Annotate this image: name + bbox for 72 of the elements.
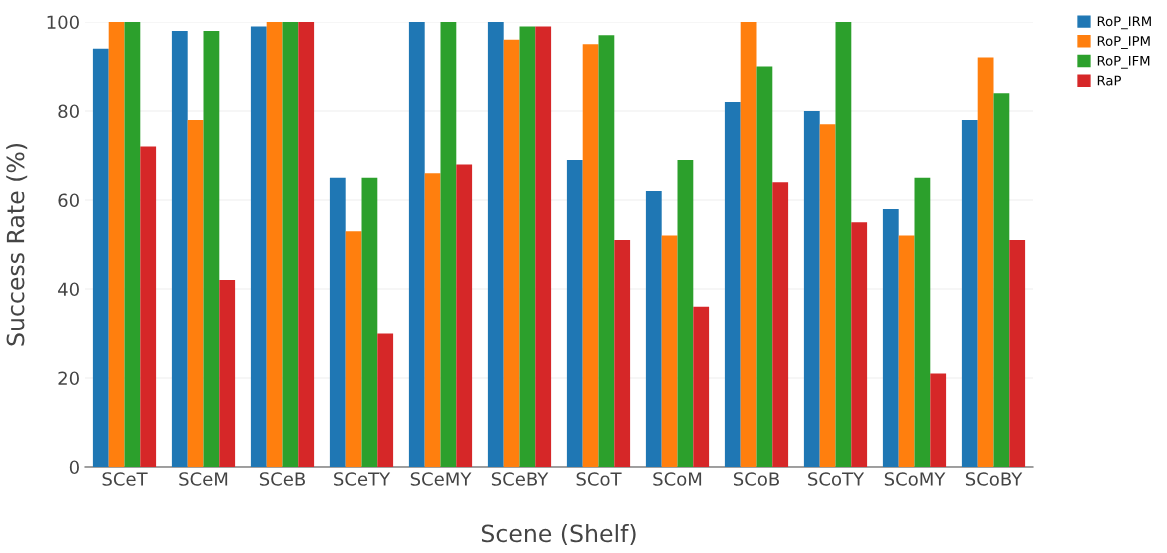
legend-label: RoP_IPM: [1097, 36, 1150, 49]
bar: [930, 373, 947, 467]
bar: [803, 111, 820, 467]
x-tick-label: SCoB: [733, 472, 779, 486]
x-axis-title: Scene (Shelf): [481, 524, 636, 546]
bar: [614, 240, 631, 467]
x-tick-label: SCoMY: [884, 472, 946, 486]
bar: [424, 173, 441, 467]
bar: [219, 280, 236, 467]
bar: [693, 306, 710, 467]
bar: [598, 35, 615, 467]
x-tick-label: SCeMY: [410, 472, 472, 486]
bar: [519, 26, 536, 467]
x-tick-label: SCeM: [179, 472, 228, 486]
x-tick-label: SCoM: [653, 472, 702, 486]
y-tick-label: 100: [47, 15, 79, 30]
bar: [914, 177, 931, 467]
bar: [503, 39, 520, 467]
legend-label: RaP: [1097, 75, 1121, 86]
y-tick-label: 20: [58, 371, 79, 386]
bar: [377, 333, 394, 467]
y-tick-label: 40: [58, 282, 79, 297]
x-tick-label: SCeT: [102, 472, 148, 486]
legend-label: RoP_IFM: [1097, 55, 1150, 69]
x-tick-label: SCoT: [576, 472, 622, 486]
bar: [140, 146, 157, 467]
bar: [266, 22, 283, 467]
bar: [661, 235, 678, 467]
bar: [171, 30, 188, 467]
bar: [124, 22, 141, 467]
bar: [345, 231, 362, 467]
bar: [898, 235, 915, 467]
bar: [282, 22, 299, 467]
y-axis-title: Success Rate (%): [6, 144, 28, 346]
bar: [835, 22, 852, 467]
bar: [187, 119, 204, 467]
bar: [677, 159, 694, 467]
y-tick-label: 60: [58, 193, 79, 208]
legend-label: RoP_IRM: [1097, 16, 1151, 30]
bar: [882, 208, 899, 467]
bar: [582, 44, 599, 467]
x-tick-label: SCeTY: [334, 472, 391, 486]
bar: [772, 182, 789, 467]
x-tick-label: SCoTY: [808, 472, 865, 486]
bar: [203, 30, 220, 467]
bar: [851, 222, 868, 467]
bar: [724, 102, 741, 467]
bar: [961, 119, 978, 467]
bar: [819, 124, 836, 467]
bar: [566, 159, 583, 467]
x-tick-label: SCeB: [259, 472, 305, 486]
y-tick-label: 80: [58, 104, 79, 119]
bar: [298, 22, 315, 467]
bar: [756, 66, 773, 467]
bar: [250, 26, 267, 467]
bar: [977, 57, 994, 467]
bar: [535, 26, 552, 467]
bar: [361, 177, 378, 467]
x-tick-label: SCeBY: [491, 472, 549, 486]
bar: [645, 191, 662, 467]
bar: [487, 22, 504, 467]
y-tick-label: 0: [69, 460, 79, 475]
bar: [329, 177, 346, 467]
bar: [108, 22, 125, 467]
bar: [740, 22, 757, 467]
x-tick-label: SCoBY: [965, 472, 1023, 486]
bar: [408, 22, 425, 467]
bar: [456, 164, 473, 467]
bar: [993, 93, 1010, 467]
bar: [1009, 240, 1026, 467]
bar: [440, 22, 457, 467]
bar: [92, 48, 109, 467]
